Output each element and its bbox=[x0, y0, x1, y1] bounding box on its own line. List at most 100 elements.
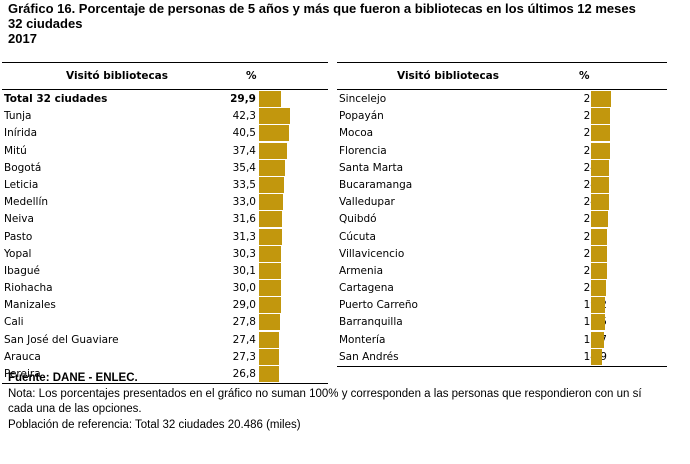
row-value: 40,5 bbox=[232, 127, 256, 140]
table-row: Puerto Carreño19,2 bbox=[337, 296, 667, 314]
bar bbox=[259, 125, 289, 142]
table-bottom-rule bbox=[2, 383, 328, 385]
row-label: Neiva bbox=[4, 213, 34, 226]
bar bbox=[259, 142, 287, 159]
bar bbox=[259, 245, 282, 262]
row-label: Florencia bbox=[339, 144, 387, 157]
reference-population: Población de referencia: Total 32 ciudad… bbox=[8, 418, 301, 431]
row-label: Bucaramanga bbox=[339, 178, 413, 191]
row-label: Puerto Carreño bbox=[339, 299, 418, 312]
bar bbox=[591, 142, 611, 159]
table-row: Manizales 29,0 bbox=[2, 296, 328, 314]
right-table-rows: Sincelejo26,7Popayán26,0Mocoa25,9Florenc… bbox=[337, 90, 667, 365]
row-value: 42,3 bbox=[232, 110, 256, 123]
bar bbox=[259, 194, 284, 211]
table-row: Popayán26,0 bbox=[337, 107, 667, 125]
table-row: Pasto 31,3 bbox=[2, 228, 328, 245]
row-label: Pereira bbox=[4, 368, 41, 380]
row-value: 26,8 bbox=[232, 368, 256, 380]
table-row: Leticia 33,5 bbox=[2, 176, 328, 193]
row-label: Valledupar bbox=[339, 196, 395, 209]
table-row: Bucaramanga24,6 bbox=[337, 176, 667, 193]
row-label: Medellín bbox=[4, 196, 49, 209]
bar bbox=[259, 108, 291, 125]
title-line-1: Gráfico 16. Porcentaje de personas de 5 … bbox=[8, 1, 636, 16]
bar bbox=[591, 297, 606, 314]
row-label: Quibdó bbox=[339, 213, 377, 226]
table-row: Santa Marta24,8 bbox=[337, 159, 667, 176]
row-label: Total 32 ciudades bbox=[4, 93, 108, 105]
row-value: 27,4 bbox=[232, 333, 256, 346]
row-value: 35,4 bbox=[232, 161, 256, 174]
bar bbox=[591, 331, 605, 348]
table-row: Villavicencio21,8 bbox=[337, 245, 667, 262]
bar bbox=[591, 125, 611, 142]
bar bbox=[591, 108, 611, 125]
row-value: 30,3 bbox=[232, 247, 256, 260]
row-label: Sincelejo bbox=[339, 93, 387, 105]
row-label: Tunja bbox=[4, 110, 32, 123]
table-row: Bogotá 35,4 bbox=[2, 159, 328, 176]
row-label: Villavicencio bbox=[339, 247, 405, 260]
table-row: Armenia21,6 bbox=[337, 262, 667, 279]
row-value: 37,4 bbox=[232, 144, 256, 157]
table-row: Ibagué 30,1 bbox=[2, 262, 328, 279]
bar bbox=[591, 314, 605, 331]
table-row: Sincelejo26,7 bbox=[337, 90, 667, 107]
table-row: Mocoa25,9 bbox=[337, 124, 667, 142]
table-row: San Andrés14,9 bbox=[337, 348, 667, 365]
table-row: Neiva 31,6 bbox=[2, 210, 328, 228]
table-row: Medellín 33,0 bbox=[2, 193, 328, 211]
table-row: Total 32 ciudades 29,9 bbox=[2, 90, 328, 107]
bar bbox=[591, 245, 608, 262]
header-visito-bibliotecas: Visitó bibliotecas bbox=[66, 70, 169, 82]
row-value: 31,3 bbox=[232, 230, 256, 243]
row-label: Barranquilla bbox=[339, 316, 403, 329]
row-label: Cartagena bbox=[339, 282, 394, 295]
row-value: 30,0 bbox=[232, 282, 256, 295]
row-value: 33,5 bbox=[232, 178, 256, 191]
row-label: Armenia bbox=[339, 264, 384, 277]
row-label: Arauca bbox=[4, 350, 41, 363]
table-row: Riohacha 30,0 bbox=[2, 279, 328, 297]
row-label: Manizales bbox=[4, 299, 56, 312]
bar bbox=[259, 366, 279, 382]
table-row: Yopal 30,3 bbox=[2, 245, 328, 262]
header-percent: % bbox=[579, 70, 590, 82]
header-percent: % bbox=[246, 70, 257, 82]
chart-title: Gráfico 16. Porcentaje de personas de 5 … bbox=[8, 1, 688, 46]
bar bbox=[259, 262, 282, 279]
row-label: Santa Marta bbox=[339, 161, 404, 174]
row-label: Leticia bbox=[4, 178, 39, 191]
row-label: Yopal bbox=[4, 247, 32, 260]
left-table-header: Visitó bibliotecas % bbox=[2, 62, 328, 90]
row-value: 31,6 bbox=[232, 213, 256, 226]
bar bbox=[259, 211, 283, 228]
row-label: Bogotá bbox=[4, 161, 42, 174]
table-row: Florencia25,8 bbox=[337, 142, 667, 159]
table-row: Quibdó23,4 bbox=[337, 210, 667, 228]
table-row: Montería17,7 bbox=[337, 331, 667, 348]
bar bbox=[259, 159, 286, 176]
row-label: San Andrés bbox=[339, 350, 399, 363]
row-label: Popayán bbox=[339, 110, 384, 123]
row-value: 30,1 bbox=[232, 264, 256, 277]
bar bbox=[259, 176, 284, 193]
row-label: Riohacha bbox=[4, 282, 53, 295]
row-value: 29,9 bbox=[230, 93, 256, 105]
table-row: San José del Guaviare 27,4 bbox=[2, 331, 328, 348]
note-line-2: cada una de las opciones. bbox=[8, 403, 142, 415]
bar bbox=[591, 262, 607, 279]
table-row: Mitú 37,4 bbox=[2, 142, 328, 159]
bar bbox=[591, 280, 607, 297]
table-row: Cartagena20,5 bbox=[337, 279, 667, 297]
bar bbox=[591, 91, 611, 107]
row-label: Cali bbox=[4, 316, 24, 329]
notes-block: Fuente: DANE - ENLEC. Nota: Los porcenta… bbox=[8, 371, 690, 433]
table-row: Inírida 40,5 bbox=[2, 124, 328, 142]
row-label: San José del Guaviare bbox=[4, 333, 119, 346]
row-label: Mitú bbox=[4, 144, 27, 157]
table-bottom-rule bbox=[337, 366, 667, 368]
bar bbox=[591, 159, 610, 176]
bar bbox=[259, 91, 282, 107]
